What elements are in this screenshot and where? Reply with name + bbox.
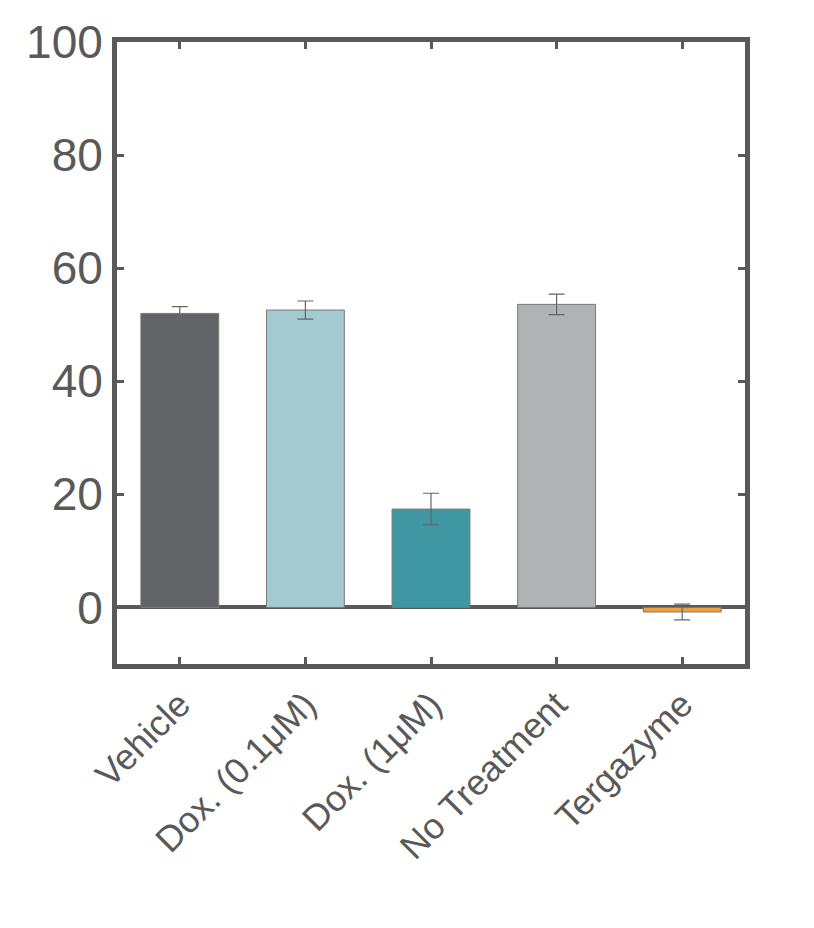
svg-text:40: 40 [52,355,103,407]
svg-text:0: 0 [77,582,103,634]
svg-text:No Treatment: No Treatment [392,684,575,867]
svg-text:100: 100 [26,16,103,68]
svg-text:20: 20 [52,468,103,520]
svg-text:Tergazyme: Tergazyme [547,684,700,837]
svg-text:80: 80 [52,129,103,181]
svg-text:Dox. (1μM): Dox. (1μM) [294,684,449,839]
svg-text:Vehicle: Vehicle [87,684,198,795]
svg-text:60: 60 [52,242,103,294]
svg-text:Dox. (0.1μM): Dox. (0.1μM) [147,684,324,861]
